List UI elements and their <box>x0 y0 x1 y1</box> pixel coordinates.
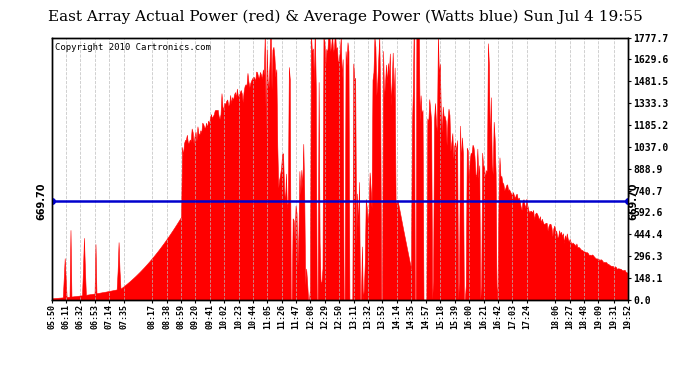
Text: East Array Actual Power (red) & Average Power (Watts blue) Sun Jul 4 19:55: East Array Actual Power (red) & Average … <box>48 9 642 24</box>
Text: 669.70: 669.70 <box>36 182 46 220</box>
Text: 669.70: 669.70 <box>629 182 638 220</box>
Text: Copyright 2010 Cartronics.com: Copyright 2010 Cartronics.com <box>55 43 210 52</box>
